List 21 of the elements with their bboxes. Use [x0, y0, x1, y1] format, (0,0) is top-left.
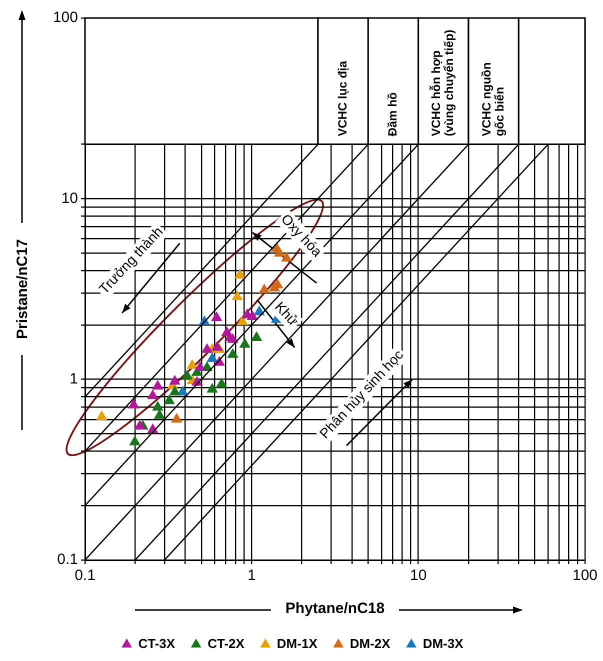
x-axis-title: Phytane/nC18 [285, 600, 385, 618]
y-tick-label: 100 [52, 9, 78, 26]
band-label: Đầm hồ [386, 92, 400, 136]
y-axis-title: Pristane/nC17 [14, 238, 32, 340]
annotation: Khử [272, 298, 302, 329]
y-tick-label: 1 [70, 370, 78, 388]
legend-label: DM-3X [422, 636, 464, 652]
band-label: VCHC nguồn gốc biển [479, 62, 506, 136]
annotation: Oxy hóa [278, 210, 326, 260]
band-label: VCHC hỗn hợp (vùng chuyển tiếp) [429, 30, 456, 136]
y-tick-label: 0.1 [57, 551, 78, 568]
x-tick-label: 100 [572, 567, 598, 584]
legend-label: CT-3X [138, 636, 176, 652]
band-label: VCHC lục địa [335, 60, 350, 136]
x-tick-label: 1 [247, 567, 256, 584]
x-tick-label: 10 [410, 567, 427, 584]
y-tick-label: 10 [61, 190, 78, 207]
legend-label: DM-2X [350, 636, 391, 652]
legend-label: CT-2X [208, 636, 245, 652]
x-tick-label: 0.1 [74, 567, 96, 584]
legend-label: DM-1X [276, 636, 318, 652]
